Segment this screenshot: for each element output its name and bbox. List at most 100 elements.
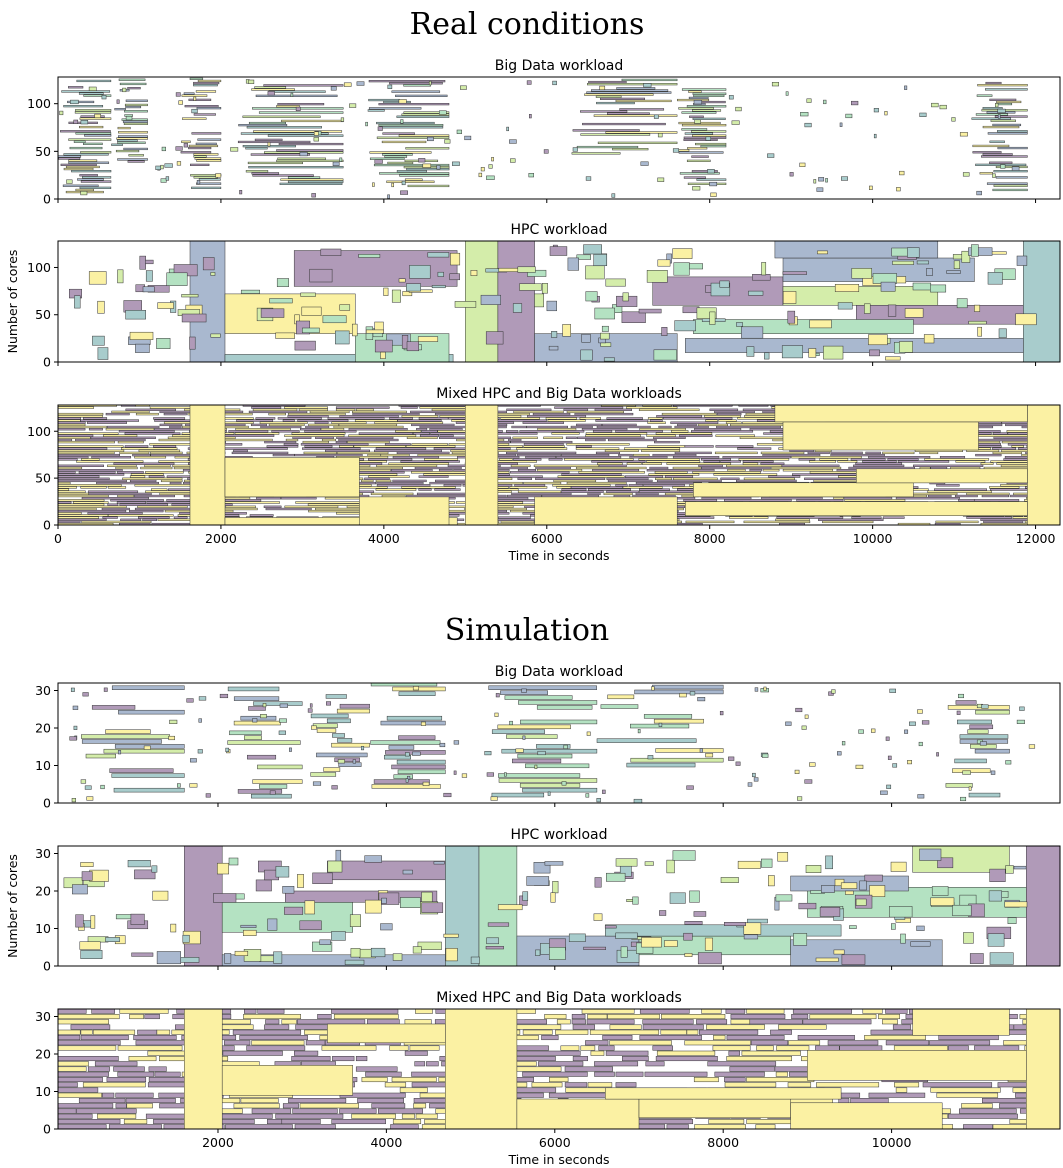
job-bar — [245, 170, 269, 173]
job-bar — [684, 445, 714, 448]
job-bar — [580, 349, 593, 361]
job-bar — [652, 453, 697, 457]
job-bar — [868, 1092, 926, 1098]
job-bar — [118, 78, 146, 81]
job-bar — [182, 934, 190, 943]
job-bar — [571, 1014, 586, 1020]
job-bar — [635, 1124, 666, 1129]
job-bar — [587, 492, 601, 496]
job-bar — [80, 120, 89, 125]
job-bar — [300, 292, 316, 297]
job-bar — [497, 241, 535, 362]
plot-frame — [57, 845, 1061, 967]
job-bar — [1000, 484, 1031, 487]
job-bar — [268, 90, 326, 93]
job-bar — [792, 473, 861, 476]
job-bar — [279, 703, 288, 708]
job-bar — [190, 758, 197, 763]
job-bar — [348, 428, 408, 431]
job-bar — [704, 937, 713, 951]
job-bar — [572, 129, 640, 132]
job-bar — [263, 505, 282, 508]
job-bar — [816, 1082, 880, 1088]
job-bar — [564, 1082, 588, 1088]
job-bar — [336, 451, 389, 455]
job-bar — [422, 163, 432, 168]
job-bar — [522, 787, 598, 793]
job-rects — [58, 77, 1028, 199]
job-bar — [376, 464, 438, 467]
job-bar — [284, 406, 328, 409]
job-bar — [823, 99, 827, 105]
job-bar — [735, 106, 742, 112]
job-bar — [697, 952, 722, 965]
job-bar — [69, 146, 103, 150]
job-bar — [389, 82, 443, 85]
job-bar — [992, 447, 1017, 450]
job-bar — [281, 1019, 297, 1025]
job-bar — [936, 1092, 999, 1098]
job-bar — [417, 336, 439, 342]
job-bar — [647, 755, 654, 760]
job-bar — [850, 1098, 889, 1104]
job-bar — [519, 783, 581, 788]
job-bar — [815, 957, 839, 962]
job-bar — [374, 339, 393, 353]
job-bar — [998, 328, 1007, 338]
job-bar — [527, 269, 547, 277]
job-bar — [945, 783, 973, 788]
job-bar — [588, 80, 627, 84]
job-bar — [225, 505, 256, 508]
job-bar — [414, 466, 462, 470]
job-bar — [869, 185, 873, 190]
job-bar — [400, 460, 460, 463]
job-bar — [115, 149, 140, 153]
job-bar — [117, 139, 138, 142]
job-bar — [689, 691, 696, 696]
job-bar — [253, 701, 303, 706]
job-bar — [416, 428, 428, 431]
job-bar — [109, 768, 174, 773]
job-bar — [549, 1077, 569, 1083]
job-bar — [145, 259, 154, 265]
job-bar — [565, 436, 577, 439]
job-bar — [229, 730, 262, 736]
job-rects — [63, 846, 1060, 966]
job-bar — [606, 477, 649, 480]
job-bar — [304, 430, 357, 433]
job-bar — [494, 415, 522, 418]
job-bar — [191, 186, 222, 189]
job-bar — [158, 1092, 187, 1098]
job-bar — [368, 458, 413, 461]
job-bar — [335, 330, 350, 345]
job-bar — [58, 1103, 114, 1109]
job-bar — [809, 460, 836, 463]
job-bar — [718, 419, 737, 422]
job-bar — [693, 1077, 719, 1083]
job-bar — [58, 453, 120, 457]
job-bar — [111, 773, 185, 778]
job-bar — [694, 428, 742, 431]
job-bar — [728, 95, 734, 100]
job-bar — [283, 443, 299, 446]
job-bar — [691, 430, 754, 433]
job-bar — [693, 911, 707, 917]
job-bar — [121, 118, 148, 121]
job-bar — [841, 954, 866, 965]
job-bar — [313, 137, 319, 142]
job-bar — [591, 89, 669, 92]
x-tick-label: 2000 — [205, 531, 237, 546]
job-bar — [297, 1019, 366, 1025]
job-bar — [411, 1082, 449, 1088]
job-bar — [987, 933, 1005, 947]
job-bar — [251, 793, 292, 799]
job-bar — [609, 1040, 672, 1046]
job-bar — [586, 731, 591, 736]
job-bar — [743, 477, 795, 480]
job-bar — [595, 451, 620, 455]
job-bar — [576, 145, 639, 149]
job-bar — [785, 91, 789, 96]
job-bar — [937, 857, 954, 869]
job-bar — [992, 188, 1028, 192]
job-bar — [124, 103, 148, 107]
